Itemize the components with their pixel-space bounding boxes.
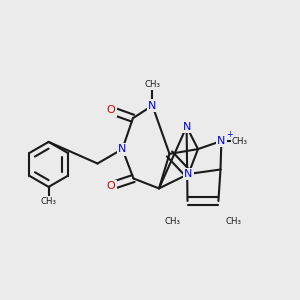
Text: N: N	[148, 100, 157, 111]
Text: CH₃: CH₃	[40, 196, 57, 206]
Text: O: O	[106, 105, 116, 116]
Text: N: N	[118, 144, 127, 154]
Text: O: O	[106, 181, 116, 191]
Text: N: N	[184, 169, 193, 179]
Text: CH₃: CH₃	[144, 80, 160, 89]
Text: CH₃: CH₃	[164, 217, 181, 226]
Text: +: +	[226, 130, 233, 139]
Text: N: N	[217, 136, 226, 146]
Text: N: N	[182, 122, 191, 132]
Text: CH₃: CH₃	[225, 217, 242, 226]
Text: CH₃: CH₃	[232, 136, 248, 146]
